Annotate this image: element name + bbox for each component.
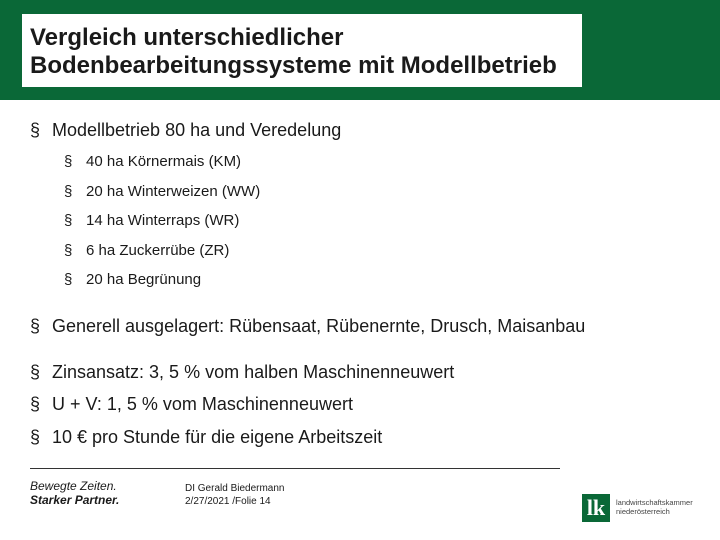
- logo-mark-icon: lk: [582, 494, 610, 522]
- logo-letters: lk: [587, 495, 605, 521]
- footer-author: DI Gerald Biedermann: [185, 482, 285, 495]
- slogan-line2: Starker Partner.: [30, 493, 119, 507]
- bullet-list-level2: 40 ha Körnermais (KM) 20 ha Winterweizen…: [52, 152, 690, 290]
- bullet-zinsansatz: Zinsansatz: 3, 5 % vom halben Maschinenn…: [30, 360, 690, 384]
- slide-title: Vergleich unterschiedlicher Bodenbearbei…: [30, 24, 572, 79]
- slide: Vergleich unterschiedlicher Bodenbearbei…: [0, 0, 720, 540]
- footer-meta: DI Gerald Biedermann 2/27/2021 /Folie 14: [185, 482, 285, 508]
- footer-slogan: Bewegte Zeiten. Starker Partner.: [30, 479, 119, 507]
- bullet-list-level1: Modellbetrieb 80 ha und Veredelung 40 ha…: [30, 118, 690, 290]
- logo: lk landwirtschaftskammer niederösterreic…: [582, 494, 702, 522]
- bullet-text: Modellbetrieb 80 ha und Veredelung: [52, 120, 341, 140]
- subbullet-km: 40 ha Körnermais (KM): [64, 152, 690, 172]
- logo-row: lk landwirtschaftskammer niederösterreic…: [582, 494, 702, 522]
- title-box: Vergleich unterschiedlicher Bodenbearbei…: [22, 14, 582, 87]
- subbullet-begruenung: 20 ha Begrünung: [64, 270, 690, 290]
- slogan-line1: Bewegte Zeiten.: [30, 479, 119, 493]
- subbullet-ww: 20 ha Winterweizen (WW): [64, 182, 690, 202]
- bullet-arbeitszeit: 10 € pro Stunde für die eigene Arbeitsze…: [30, 425, 690, 449]
- bullet-modellbetrieb: Modellbetrieb 80 ha und Veredelung 40 ha…: [30, 118, 690, 290]
- bullet-list-level1: Generell ausgelagert: Rübensaat, Rübener…: [30, 314, 690, 338]
- bullet-uv: U + V: 1, 5 % vom Maschinenneuwert: [30, 392, 690, 416]
- footer-rule: [30, 468, 560, 469]
- subbullet-wr: 14 ha Winterraps (WR): [64, 211, 690, 231]
- footer-date-folio: 2/27/2021 /Folie 14: [185, 495, 285, 508]
- logo-org-line2: niederösterreich: [616, 508, 693, 517]
- logo-org-text: landwirtschaftskammer niederösterreich: [616, 499, 693, 516]
- content-area: Modellbetrieb 80 ha und Veredelung 40 ha…: [30, 118, 690, 457]
- bullet-list-level1: Zinsansatz: 3, 5 % vom halben Maschinenn…: [30, 360, 690, 449]
- subbullet-zr: 6 ha Zuckerrübe (ZR): [64, 241, 690, 261]
- spacer: [30, 346, 690, 360]
- spacer: [30, 300, 690, 314]
- bullet-ausgelagert: Generell ausgelagert: Rübensaat, Rübener…: [30, 314, 690, 338]
